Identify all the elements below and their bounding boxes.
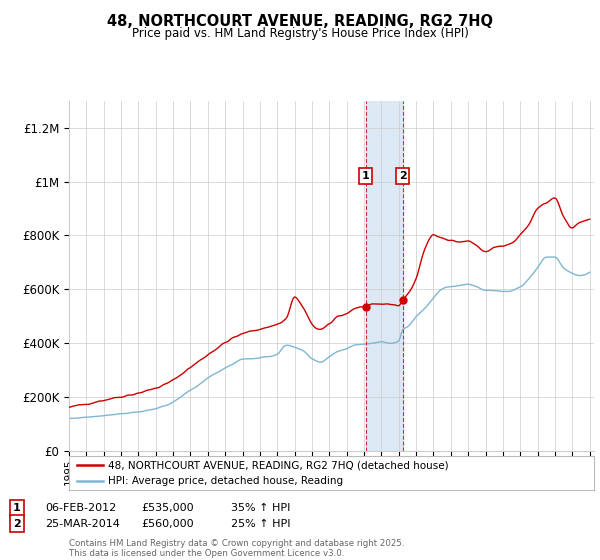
Text: Price paid vs. HM Land Registry's House Price Index (HPI): Price paid vs. HM Land Registry's House … <box>131 27 469 40</box>
Text: 2: 2 <box>399 171 407 181</box>
Bar <box>365 101 403 451</box>
Text: 1: 1 <box>362 171 370 181</box>
Text: £535,000: £535,000 <box>141 503 194 513</box>
Text: 48, NORTHCOURT AVENUE, READING, RG2 7HQ (detached house): 48, NORTHCOURT AVENUE, READING, RG2 7HQ … <box>109 460 449 470</box>
Text: 25-MAR-2014: 25-MAR-2014 <box>45 519 120 529</box>
Text: HPI: Average price, detached house, Reading: HPI: Average price, detached house, Read… <box>109 476 343 486</box>
Text: 1: 1 <box>13 503 20 513</box>
Text: 06-FEB-2012: 06-FEB-2012 <box>45 503 116 513</box>
Text: 2: 2 <box>13 519 20 529</box>
Text: Contains HM Land Registry data © Crown copyright and database right 2025.
This d: Contains HM Land Registry data © Crown c… <box>69 539 404 558</box>
Text: 35% ↑ HPI: 35% ↑ HPI <box>231 503 290 513</box>
Text: 48, NORTHCOURT AVENUE, READING, RG2 7HQ: 48, NORTHCOURT AVENUE, READING, RG2 7HQ <box>107 14 493 29</box>
Text: £560,000: £560,000 <box>141 519 194 529</box>
Text: 25% ↑ HPI: 25% ↑ HPI <box>231 519 290 529</box>
